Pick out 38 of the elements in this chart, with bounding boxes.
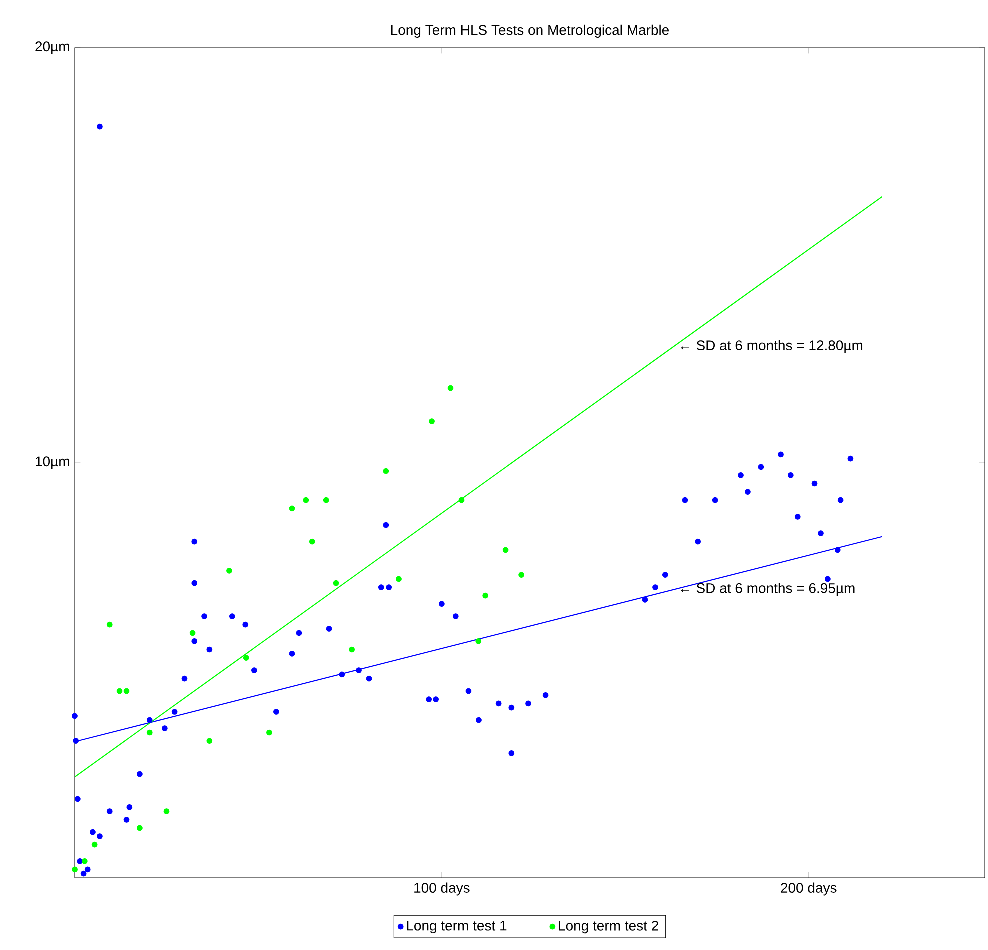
point <box>303 497 310 504</box>
x-tick-label: 100 days <box>414 882 470 896</box>
point <box>289 506 296 512</box>
point <box>309 538 316 545</box>
point <box>146 730 153 736</box>
point <box>518 572 525 578</box>
point <box>476 638 482 644</box>
point <box>164 808 170 815</box>
point <box>190 630 196 636</box>
point <box>226 568 232 574</box>
point <box>243 655 250 661</box>
point <box>72 866 78 873</box>
x-tick-label: 200 days <box>781 882 837 896</box>
point <box>458 497 465 504</box>
point <box>92 842 98 848</box>
y-tick-label: 10µm <box>36 456 70 470</box>
point <box>429 418 435 424</box>
point <box>106 622 113 628</box>
point <box>502 547 509 554</box>
point <box>116 688 123 694</box>
point <box>323 497 330 504</box>
point <box>82 858 88 864</box>
point <box>349 646 355 653</box>
point <box>124 688 130 694</box>
point <box>206 738 213 744</box>
point <box>383 468 390 474</box>
y-tick-label: 20µm <box>36 42 70 54</box>
chart-title: Long Term HLS Tests on Metrological Marble <box>391 24 669 38</box>
annotation: ← SD at 6 months = 12.80µm <box>681 340 863 354</box>
legend-label: Long term test 1 <box>407 921 507 934</box>
point <box>448 385 454 392</box>
point <box>482 592 489 599</box>
point <box>266 730 272 736</box>
legend-label: Long term test 2 <box>559 920 658 934</box>
annotation: ← SD at 6 months = 6.95µm <box>681 583 855 596</box>
point <box>396 576 402 582</box>
point <box>333 580 340 586</box>
point <box>137 825 143 832</box>
